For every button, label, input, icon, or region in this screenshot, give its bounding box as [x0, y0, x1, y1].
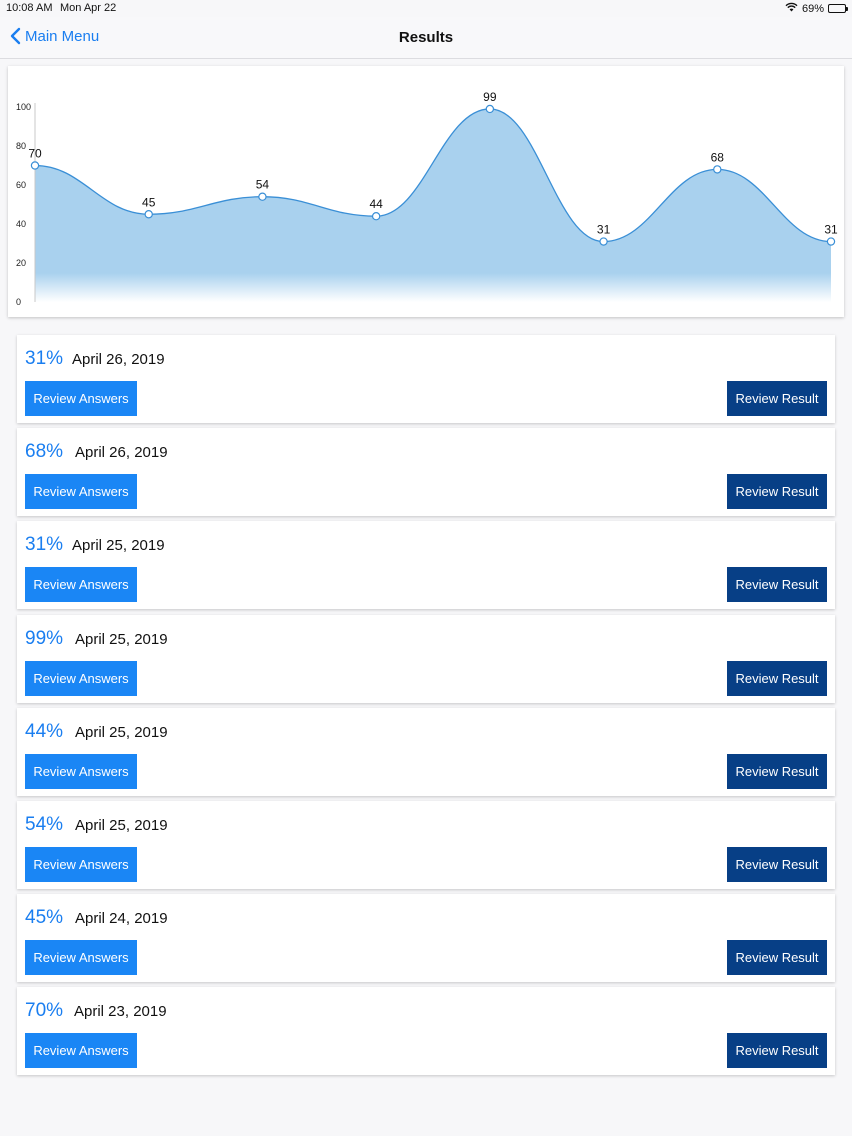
battery-icon	[828, 4, 848, 13]
review-answers-button[interactable]: Review Answers	[25, 474, 137, 510]
chart-area	[35, 108, 831, 302]
data-point	[371, 211, 381, 221]
result-card: 31% April 25, 2019 Review Answers Review Re…	[17, 521, 835, 610]
y-tick-label: 100	[16, 102, 31, 112]
status-right: 69%	[785, 2, 848, 15]
result-card: 68% April 26, 2019 Review Answers Review Re…	[17, 428, 835, 517]
review-answers-button[interactable]: Review Answers	[25, 1033, 137, 1069]
result-card: 70% April 23, 2019 Review Answers Review Re…	[17, 987, 835, 1076]
review-result-button[interactable]: Review Result	[727, 1033, 827, 1069]
review-result-button[interactable]: Review Result	[727, 474, 827, 510]
result-date: April 25, 2019	[72, 537, 165, 555]
data-point	[713, 165, 722, 174]
status-time: 10:08 AM	[6, 2, 53, 14]
result-score: 31%	[25, 348, 64, 369]
review-answers-button[interactable]: Review Answers	[25, 381, 137, 416]
data-point	[485, 104, 495, 114]
y-tick-label: 60	[16, 180, 26, 190]
review-answers-button[interactable]: Review Answers	[25, 567, 137, 603]
back-button[interactable]: Main Menu	[10, 27, 99, 45]
wifi-icon	[785, 2, 798, 15]
result-date: April 25, 2019	[75, 723, 168, 741]
page-title: Results	[398, 29, 454, 46]
chevron-left-icon	[10, 27, 21, 45]
result-date: April 24, 2019	[75, 910, 168, 928]
result-card: 45% April 24, 2019 Review Answers Review Re…	[17, 894, 835, 983]
y-tick-label: 40	[16, 219, 26, 229]
review-result-button[interactable]: Review Result	[727, 847, 827, 882]
review-answers-button[interactable]: Review Answers	[25, 847, 137, 882]
back-button-label: Main Menu	[25, 27, 100, 45]
result-score: 31%	[25, 534, 64, 556]
result-card: 99% April 25, 2019 Review Answers Review Re…	[17, 614, 835, 703]
data-label: 54	[256, 178, 270, 192]
data-label: 68	[711, 150, 725, 164]
review-result-button[interactable]: Review Result	[727, 567, 827, 603]
result-score: 45%	[25, 907, 64, 929]
result-date: April 25, 2019	[75, 630, 168, 648]
review-result-button[interactable]: Review Result	[727, 753, 827, 789]
data-point	[826, 237, 836, 246]
chart-line	[34, 108, 832, 243]
navigation-bar: Main Menu Results	[0, 17, 852, 59]
result-card: 31% April 26, 2019 Review Answers Review Re…	[17, 335, 835, 423]
data-point	[144, 210, 153, 219]
data-label: 45	[142, 195, 156, 209]
battery-percent: 69%	[801, 2, 824, 15]
data-point	[30, 161, 40, 170]
status-date: Mon Apr 22	[60, 2, 117, 14]
result-score: 54%	[25, 814, 64, 835]
result-card: 54% April 25, 2019 Review Answers Review Re…	[17, 801, 835, 889]
area-chart: 0 20 40 60 80 100 70 45 54 44 99 31 68 31	[16, 90, 838, 307]
y-tick-label: 20	[16, 258, 26, 268]
review-answers-button[interactable]: Review Answers	[25, 753, 137, 789]
status-bar: 10:08 AM Mon Apr 22 69%	[0, 0, 852, 17]
result-score: 44%	[25, 720, 64, 742]
data-label: 44	[369, 197, 383, 211]
result-date: April 26, 2019	[75, 444, 168, 462]
data-label: 31	[597, 223, 611, 237]
review-result-button[interactable]: Review Result	[727, 660, 827, 696]
data-label: 70	[28, 147, 42, 161]
result-date: April 26, 2019	[72, 351, 165, 368]
review-answers-button[interactable]: Review Answers	[25, 940, 137, 976]
data-label: 99	[483, 90, 497, 104]
y-tick-label: 0	[16, 297, 21, 307]
data-label: 31	[824, 223, 838, 237]
result-date: April 23, 2019	[74, 1003, 167, 1021]
result-score: 70%	[25, 1000, 64, 1022]
review-result-button[interactable]: Review Result	[727, 381, 827, 416]
result-score: 68%	[25, 441, 64, 463]
result-date: April 25, 2019	[75, 817, 168, 834]
review-answers-button[interactable]: Review Answers	[25, 660, 137, 696]
data-point	[599, 237, 608, 246]
results-chart: 0 20 40 60 80 100 70 45 54 44 99 31 68 31	[8, 66, 844, 317]
data-point	[258, 192, 267, 201]
result-card: 44% April 25, 2019 Review Answers Review Re…	[17, 707, 835, 796]
y-tick-label: 80	[16, 141, 26, 151]
review-result-button[interactable]: Review Result	[727, 940, 827, 976]
result-score: 99%	[25, 627, 64, 649]
